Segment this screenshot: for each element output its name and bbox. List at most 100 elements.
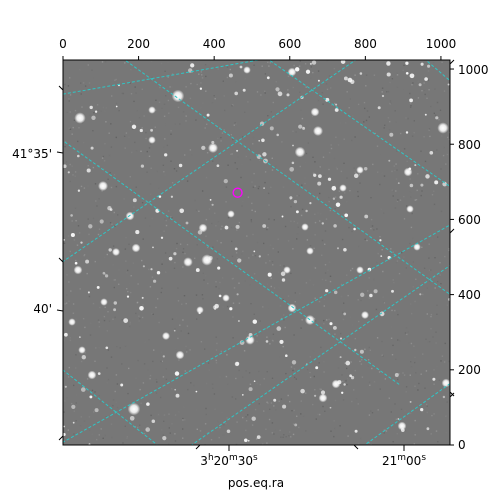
wcs-tick [449, 228, 455, 234]
star [354, 348, 357, 352]
star [214, 303, 219, 309]
star [63, 425, 66, 428]
wcs-tick [58, 85, 64, 91]
star [306, 247, 314, 255]
star [158, 195, 162, 198]
right-tick-label: 200 [458, 363, 481, 377]
wcs-tick [58, 435, 64, 441]
star [310, 107, 320, 117]
star [406, 205, 414, 213]
star [74, 261, 78, 265]
star [359, 72, 363, 75]
star [105, 346, 109, 350]
star [277, 91, 283, 97]
star [343, 383, 346, 386]
star [236, 293, 239, 296]
star [332, 197, 336, 200]
star [295, 67, 300, 72]
star [418, 83, 422, 87]
star [353, 227, 356, 231]
star [178, 163, 183, 168]
star [414, 164, 417, 167]
star [285, 354, 288, 357]
wcs-grid-line [363, 382, 450, 445]
star [281, 278, 286, 282]
star [354, 429, 358, 433]
star [356, 166, 364, 174]
star [131, 124, 137, 129]
star [86, 168, 91, 173]
star [447, 83, 450, 86]
star [420, 183, 424, 187]
top-axis-labels: 0 200 400 600 800 1000 [59, 37, 456, 51]
star [340, 60, 346, 64]
star [227, 210, 235, 218]
star [97, 372, 101, 375]
star [329, 406, 332, 409]
star [211, 203, 214, 206]
star [115, 105, 118, 108]
ra-axis-labels: 3h20m30s 21m00s [200, 453, 426, 468]
star [409, 98, 413, 103]
star [113, 301, 118, 305]
wcs-tick [449, 392, 455, 398]
star [150, 128, 154, 132]
star [317, 79, 320, 82]
star [344, 213, 349, 218]
star [171, 89, 185, 103]
star [105, 274, 109, 278]
star [156, 271, 161, 275]
wcs-tick [56, 309, 64, 312]
star [234, 91, 239, 96]
top-tick-label: 1000 [426, 37, 457, 51]
star [408, 167, 412, 171]
star [168, 256, 173, 261]
star [80, 241, 83, 244]
star [419, 293, 422, 296]
top-tick-label: 800 [354, 37, 377, 51]
star [275, 87, 280, 92]
star [435, 116, 439, 120]
star [339, 356, 342, 359]
star [356, 266, 364, 274]
star [269, 126, 274, 131]
star [118, 84, 120, 87]
star [74, 112, 86, 124]
star [339, 195, 343, 199]
star [153, 279, 157, 283]
star [333, 224, 337, 228]
wcs-tick [449, 59, 455, 65]
star [140, 164, 145, 168]
star [427, 64, 431, 68]
star [442, 395, 446, 399]
star [273, 398, 277, 402]
star [237, 258, 242, 263]
star [325, 289, 329, 293]
star [160, 236, 164, 239]
star [63, 164, 67, 169]
star [258, 255, 261, 258]
star [234, 361, 240, 367]
star [239, 65, 243, 69]
star [339, 337, 343, 340]
star [131, 243, 141, 253]
star [85, 259, 90, 264]
star [127, 402, 141, 416]
star [311, 60, 317, 65]
star [345, 360, 351, 366]
star [71, 404, 76, 410]
dec-axis-labels: 41°35' 40' [12, 147, 52, 316]
star [305, 315, 315, 325]
star [139, 306, 144, 311]
top-tick-label: 600 [278, 37, 301, 51]
star [361, 311, 369, 319]
star [94, 110, 98, 113]
star [152, 246, 154, 249]
star [377, 106, 381, 110]
star [63, 433, 66, 436]
star [397, 182, 400, 185]
star [321, 222, 325, 225]
star [132, 198, 137, 203]
star [313, 173, 317, 177]
star [397, 421, 407, 431]
